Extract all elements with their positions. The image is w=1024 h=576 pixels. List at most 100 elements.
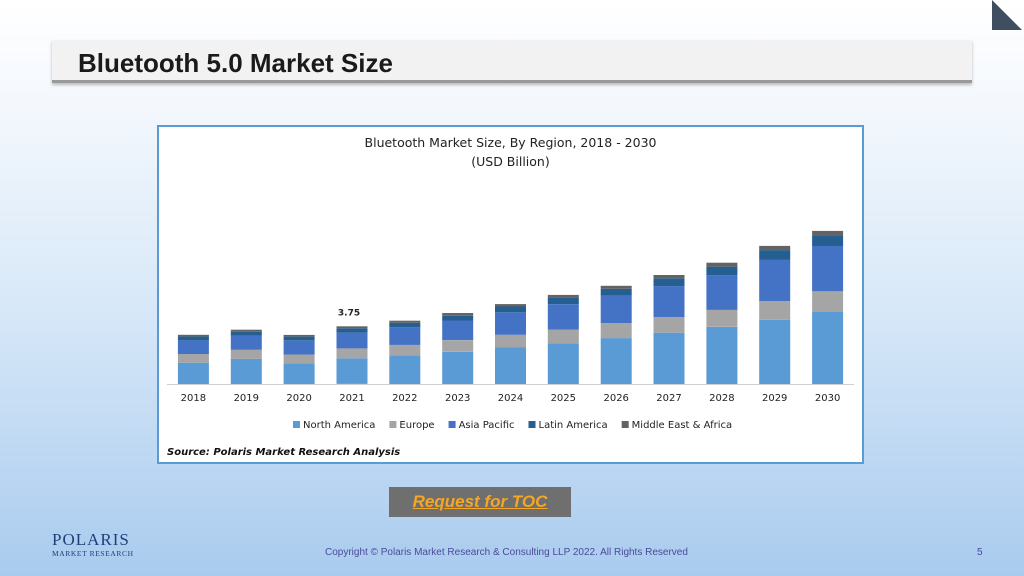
bar-north-america-2018: [177, 362, 209, 384]
bar-latin-america-2024: [495, 306, 526, 313]
bar-europe-2024: [495, 334, 526, 348]
x-tick-label-2025: 2025: [551, 393, 576, 404]
x-tick-label-2024: 2024: [498, 393, 523, 404]
bar-north-america-2026: [600, 338, 632, 384]
bar-europe-2025: [547, 329, 579, 344]
x-tick-label-2026: 2026: [603, 393, 628, 404]
bar-latin-america-2019: [230, 331, 262, 336]
x-tick-label-2028: 2028: [709, 393, 734, 404]
bar-middle-east-africa-2028: [706, 262, 738, 267]
bar-europe-2030: [812, 291, 844, 312]
legend-swatch-north-america: [293, 421, 300, 428]
polaris-logo: POLARIS MARKET RESEARCH: [52, 530, 134, 559]
bar-europe-2028: [706, 309, 738, 327]
bar-latin-america-2020: [283, 336, 315, 341]
chart-container: Bluetooth Market Size, By Region, 2018 -…: [157, 125, 864, 464]
bar-asia-pacific-2030: [812, 246, 844, 292]
bar-europe-2026: [600, 323, 632, 339]
bar-asia-pacific-2025: [547, 304, 579, 330]
bar-latin-america-2030: [812, 235, 844, 246]
bar-north-america-2022: [389, 355, 421, 384]
bar-north-america-2027: [653, 332, 685, 384]
bar-asia-pacific-2018: [177, 340, 209, 354]
bar-europe-2021: [336, 348, 368, 359]
legend-swatch-asia-pacific: [448, 421, 456, 428]
bar-latin-america-2022: [389, 322, 421, 328]
bar-middle-east-africa-2025: [547, 294, 579, 298]
slide-title: Bluetooth 5.0 Market Size: [78, 48, 393, 78]
bar-europe-2023: [442, 340, 474, 352]
x-tick-label-2021: 2021: [339, 393, 364, 404]
x-tick-label-2019: 2019: [234, 393, 259, 404]
x-tick-label-2023: 2023: [445, 393, 470, 404]
legend-label-asia-pacific: Asia Pacific: [459, 420, 515, 431]
bar-latin-america-2025: [547, 297, 579, 304]
bar-north-america-2023: [442, 351, 474, 384]
bar-north-america-2028: [706, 326, 738, 384]
bar-latin-america-2021: [336, 328, 368, 333]
x-tick-label-2030: 2030: [815, 393, 840, 404]
legend-label-europe: Europe: [399, 420, 434, 431]
bar-europe-2022: [389, 344, 421, 356]
bar-europe-2027: [653, 317, 685, 333]
x-tick-label-2018: 2018: [181, 393, 206, 404]
bar-middle-east-africa-2030: [812, 230, 844, 236]
bar-asia-pacific-2020: [283, 340, 315, 355]
bar-europe-2029: [759, 301, 791, 320]
bar-europe-2020: [283, 354, 315, 364]
bar-asia-pacific-2027: [653, 286, 685, 318]
bar-asia-pacific-2023: [442, 320, 474, 341]
bar-middle-east-africa-2019: [230, 329, 262, 332]
bar-asia-pacific-2021: [336, 332, 368, 349]
legend-label-north-america: North America: [303, 420, 375, 431]
logo-line2: MARKET RESEARCH: [52, 549, 134, 558]
bar-middle-east-africa-2029: [759, 245, 791, 251]
chart-title: Bluetooth Market Size, By Region, 2018 -…: [364, 135, 657, 150]
bar-latin-america-2026: [600, 288, 632, 296]
bar-asia-pacific-2029: [759, 259, 791, 302]
bar-asia-pacific-2019: [230, 335, 262, 350]
bar-asia-pacific-2024: [495, 312, 526, 335]
copyright-text: Copyright © Polaris Market Research & Co…: [325, 547, 688, 558]
legend-swatch-latin-america: [528, 421, 536, 428]
bar-latin-america-2028: [706, 266, 738, 276]
bar-middle-east-africa-2027: [653, 275, 685, 279]
legend-swatch-europe: [389, 421, 397, 428]
page-number: 5: [977, 547, 983, 558]
bar-middle-east-africa-2020: [283, 334, 315, 337]
bar-north-america-2029: [759, 319, 791, 384]
bar-north-america-2030: [812, 312, 844, 384]
bar-middle-east-africa-2022: [389, 320, 421, 323]
bar-middle-east-africa-2018: [177, 334, 209, 337]
bar-north-america-2024: [495, 347, 526, 384]
legend-label-latin-america: Latin America: [539, 420, 608, 431]
chart-source: Source: Polaris Market Research Analysis: [167, 447, 401, 458]
bar-chart: 2018 2019 2020 2021 3.75 2022 2023 2024 2025 2026…: [167, 230, 854, 431]
x-tick-label-2027: 2027: [656, 393, 681, 404]
legend-label-middle-east-africa: Middle East & Africa: [632, 420, 732, 431]
bar-latin-america-2027: [653, 278, 685, 287]
x-tick-label-2029: 2029: [762, 393, 787, 404]
logo-line1: POLARIS: [52, 530, 130, 549]
bar-asia-pacific-2028: [706, 275, 738, 310]
bar-middle-east-africa-2024: [495, 304, 526, 307]
request-toc-button[interactable]: Request for TOC: [389, 487, 571, 517]
x-tick-label-2022: 2022: [392, 393, 417, 404]
bar-asia-pacific-2026: [600, 295, 632, 324]
bar-middle-east-africa-2023: [442, 313, 474, 316]
bar-europe-2019: [230, 349, 262, 359]
title-bar: Bluetooth 5.0 Market Size: [52, 40, 972, 83]
data-label-2021: 3.75: [338, 308, 360, 318]
triangle-corner-icon: [992, 0, 1022, 30]
chart-subtitle: (USD Billion): [471, 154, 550, 169]
bar-latin-america-2018: [177, 336, 209, 341]
bar-north-america-2020: [283, 363, 315, 384]
bar-europe-2018: [177, 354, 209, 363]
bar-north-america-2019: [230, 358, 262, 384]
x-tick-label-2020: 2020: [286, 393, 311, 404]
bar-middle-east-africa-2021: [336, 326, 368, 329]
legend-swatch-middle-east-africa: [621, 421, 629, 428]
bar-middle-east-africa-2026: [600, 285, 632, 289]
bar-north-america-2025: [547, 343, 579, 384]
bar-latin-america-2023: [442, 315, 474, 321]
